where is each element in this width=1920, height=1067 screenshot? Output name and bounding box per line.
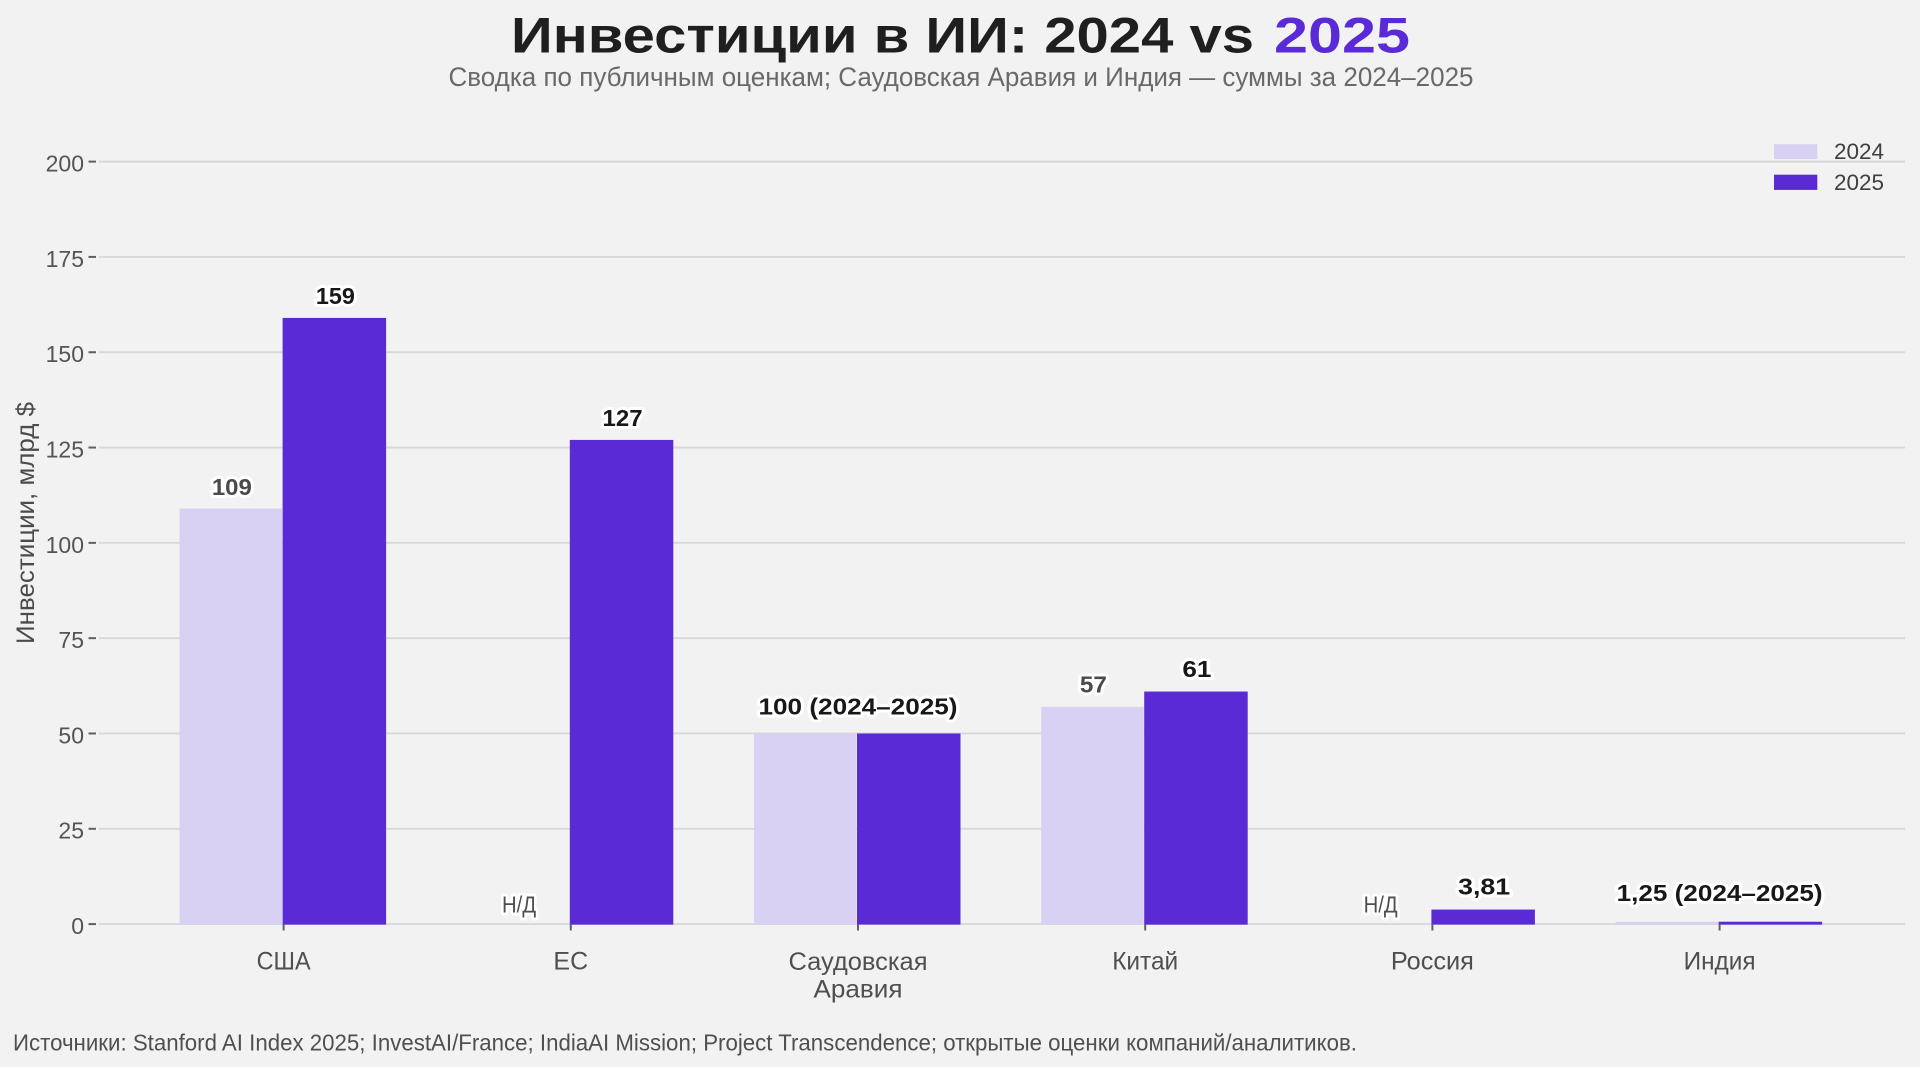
svg-text:200: 200 (46, 151, 84, 177)
svg-text:ЕС: ЕС (553, 947, 588, 975)
svg-text:Саудовская: Саудовская (789, 948, 928, 976)
svg-text:Индия: Индия (1684, 947, 1756, 975)
svg-text:Н/Д: Н/Д (1364, 892, 1398, 918)
svg-text:3,81: 3,81 (1458, 873, 1510, 899)
svg-text:2025: 2025 (1834, 170, 1884, 195)
svg-text:США: США (257, 947, 311, 975)
svg-text:Аравия: Аравия (814, 976, 903, 1004)
svg-text:61: 61 (1182, 656, 1211, 682)
svg-text:57: 57 (1080, 672, 1107, 698)
svg-text:100 (2024–2025): 100 (2024–2025) (759, 693, 958, 719)
svg-text:2025: 2025 (1274, 7, 1410, 64)
svg-text:150: 150 (46, 341, 84, 367)
svg-text:100: 100 (46, 532, 84, 558)
svg-text:Россия: Россия (1391, 947, 1474, 975)
svg-text:127: 127 (603, 405, 643, 431)
svg-text:159: 159 (316, 283, 355, 309)
svg-text:25: 25 (58, 818, 84, 844)
svg-text:Источники: Stanford AI Index 2: Источники: Stanford AI Index 2025; Inves… (13, 1030, 1357, 1056)
svg-text:2024: 2024 (1834, 139, 1884, 164)
svg-text:Инвестиции в ИИ: 2024 vs: Инвестиции в ИИ: 2024 vs (511, 7, 1254, 64)
svg-text:0: 0 (71, 913, 84, 939)
svg-text:Н/Д: Н/Д (502, 892, 536, 918)
svg-text:1,25 (2024–2025): 1,25 (2024–2025) (1617, 880, 1823, 906)
svg-text:Сводка по публичным оценкам; С: Сводка по публичным оценкам; Саудовская … (449, 62, 1474, 92)
svg-text:75: 75 (58, 627, 84, 653)
svg-text:50: 50 (58, 722, 84, 748)
svg-text:109: 109 (212, 474, 252, 500)
svg-text:125: 125 (46, 437, 84, 463)
svg-text:175: 175 (46, 246, 84, 272)
svg-text:Инвестиции, млрд $: Инвестиции, млрд $ (12, 402, 40, 644)
svg-text:Китай: Китай (1112, 947, 1178, 975)
